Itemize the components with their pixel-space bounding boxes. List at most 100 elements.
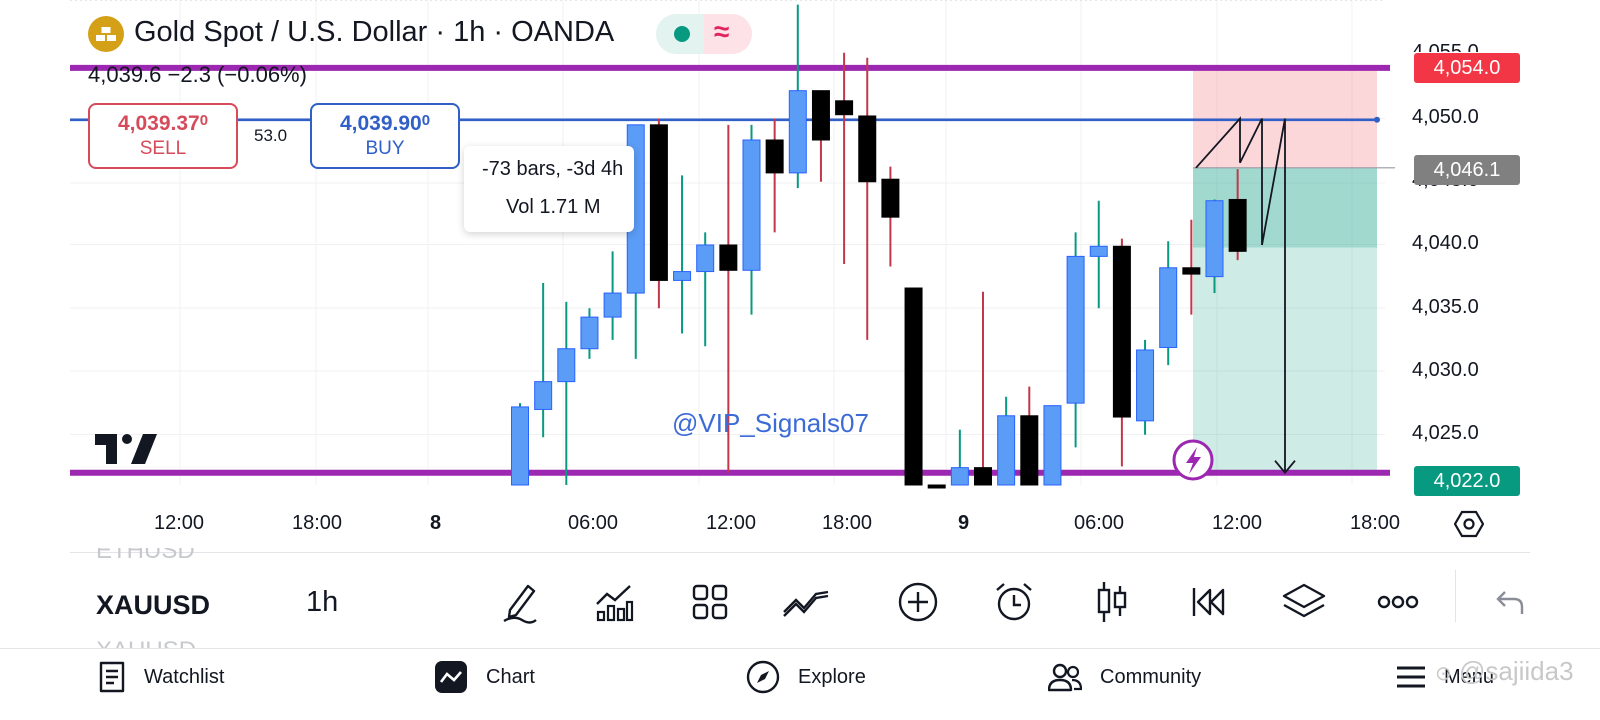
candle <box>950 429 969 486</box>
projection-path <box>1172 116 1296 481</box>
nav-community[interactable]: Community <box>1048 652 1201 702</box>
layouts-button[interactable] <box>686 578 734 626</box>
undo-icon <box>1496 591 1524 614</box>
symbol-selector[interactable]: XAUUSD <box>96 590 211 620</box>
chart-icon <box>435 661 467 693</box>
candles <box>511 4 1247 489</box>
symbol-prev[interactable]: ETHUSD <box>96 548 195 562</box>
candle-body <box>580 316 599 350</box>
nav-menu[interactable]: Menu <box>1396 652 1494 702</box>
sell-label: SELL <box>139 138 187 159</box>
nav-watchlist-label: Watchlist <box>144 665 225 688</box>
replay-button[interactable] <box>1184 578 1232 626</box>
tooltip-bars: -73 bars, -3d 4h <box>482 158 624 180</box>
candle-body <box>1089 245 1108 257</box>
chart-title[interactable]: Gold Spot / U.S. Dollar · 1h · OANDA <box>134 16 615 48</box>
candle <box>1182 219 1201 315</box>
projection-line <box>1195 116 1286 473</box>
time-tick: 18:00 <box>1350 512 1401 534</box>
delayed-data-icon: ≈ <box>714 16 730 47</box>
price-tick: 4,025.0 <box>1412 422 1479 444</box>
candle-body <box>1136 349 1155 422</box>
candle-body <box>1159 267 1178 348</box>
candle-body <box>835 100 854 116</box>
candle <box>1228 169 1247 261</box>
candle <box>1112 238 1131 467</box>
alert-button[interactable] <box>990 578 1038 626</box>
timeframe-selector[interactable]: 1h <box>306 586 339 618</box>
chart-type-button[interactable] <box>1088 578 1136 626</box>
time-tick: 18:00 <box>292 512 343 534</box>
grid-icon <box>692 584 728 620</box>
candle <box>1205 199 1224 294</box>
candle-body <box>649 124 668 281</box>
candle-body <box>1182 267 1201 275</box>
candle <box>1136 339 1155 435</box>
more-button[interactable] <box>1374 578 1422 626</box>
price-tick: 4,050.0 <box>1412 106 1479 128</box>
quick-trade-icon <box>1172 439 1214 481</box>
buy-button[interactable]: 4,039.900 BUY <box>310 103 460 169</box>
time-tick: 12:00 <box>706 512 757 534</box>
nav-menu-label: Menu <box>1444 665 1495 688</box>
watermark-logo-icon: ⊙ <box>1435 663 1452 685</box>
pencil-icon <box>503 584 537 624</box>
replay-icon <box>1192 588 1225 616</box>
candle <box>974 291 992 486</box>
drawing-tools-button[interactable] <box>496 578 544 626</box>
chart-settings-icon[interactable] <box>1454 510 1484 538</box>
compare-button[interactable] <box>782 578 830 626</box>
candle-body <box>511 406 529 486</box>
tooltip-volume: Vol 1.71 M <box>506 196 601 218</box>
corner-watermark: ⊙ @sajiida3 <box>1435 656 1574 687</box>
nav-explore[interactable]: Explore <box>746 652 866 702</box>
candle <box>811 90 830 182</box>
nav-watchlist[interactable]: Watchlist <box>98 652 224 702</box>
time-tick: 06:00 <box>568 512 619 534</box>
symbol-next[interactable]: XAUUSD <box>96 638 196 648</box>
candle-body <box>1020 415 1039 486</box>
plus-circle-icon <box>898 582 938 622</box>
candle-body <box>1205 200 1224 278</box>
indicators-button[interactable] <box>590 578 638 626</box>
candle-body <box>881 178 900 218</box>
watchlist-icon <box>99 661 125 693</box>
candle-body <box>534 381 553 410</box>
candle <box>1066 232 1085 448</box>
price-chart[interactable] <box>0 0 1600 540</box>
undo-button[interactable] <box>1486 578 1534 626</box>
candle <box>696 232 715 347</box>
community-icon <box>1048 663 1082 692</box>
candle-body <box>696 244 715 273</box>
sell-button[interactable]: 4,039.370 SELL <box>88 103 238 169</box>
nav-community-label: Community <box>1100 665 1202 688</box>
candle-body <box>950 467 969 486</box>
candle-body <box>997 415 1016 486</box>
market-open-dot-icon <box>674 26 690 42</box>
entry-price-tag: 4,046.1 <box>1414 155 1520 185</box>
candle <box>1020 386 1039 486</box>
layers-icon <box>1282 583 1326 618</box>
buy-price: 4,039.90 <box>339 112 422 135</box>
candle-body <box>974 467 992 486</box>
chart-watermark: @VIP_Signals07 <box>672 408 869 438</box>
stop-price-tag: 4,054.0 <box>1414 53 1520 83</box>
candle <box>858 57 877 340</box>
buy-label: BUY <box>365 138 405 159</box>
candle <box>603 251 622 340</box>
objects-button[interactable] <box>1280 578 1328 626</box>
market-status-pill[interactable]: ≈ <box>656 14 752 54</box>
candle <box>719 124 738 473</box>
candle <box>534 282 553 438</box>
price-tick: 4,035.0 <box>1412 296 1479 318</box>
nav-chart[interactable]: Chart <box>434 652 535 702</box>
time-tick: 12:00 <box>154 512 205 534</box>
time-tick: 18:00 <box>822 512 873 534</box>
add-button[interactable] <box>894 578 942 626</box>
candle <box>997 396 1016 486</box>
price-change-line: 4,039.6 −2.3 (−0.06%) <box>88 62 307 87</box>
candle-body <box>1043 405 1062 486</box>
gold-symbol-icon <box>88 16 124 52</box>
candle <box>742 124 761 315</box>
